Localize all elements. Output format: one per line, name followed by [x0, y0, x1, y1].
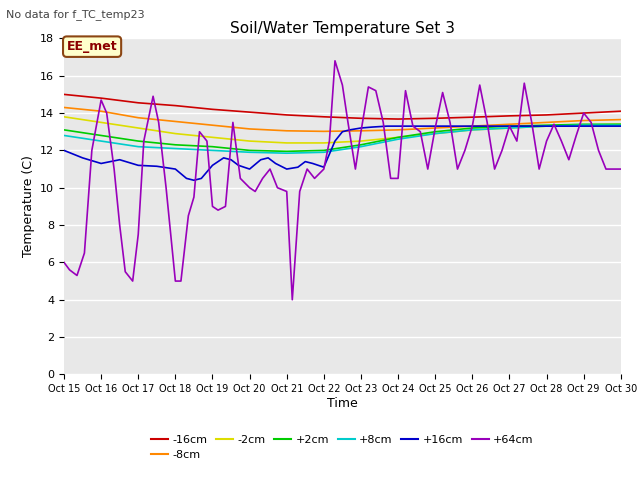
- Legend: -16cm, -8cm, -2cm, +2cm, +8cm, +16cm, +64cm: -16cm, -8cm, -2cm, +2cm, +8cm, +16cm, +6…: [147, 431, 538, 465]
- Title: Soil/Water Temperature Set 3: Soil/Water Temperature Set 3: [230, 21, 455, 36]
- Y-axis label: Temperature (C): Temperature (C): [22, 156, 35, 257]
- Text: No data for f_TC_temp23: No data for f_TC_temp23: [6, 9, 145, 20]
- X-axis label: Time: Time: [327, 397, 358, 410]
- Text: EE_met: EE_met: [67, 40, 117, 53]
